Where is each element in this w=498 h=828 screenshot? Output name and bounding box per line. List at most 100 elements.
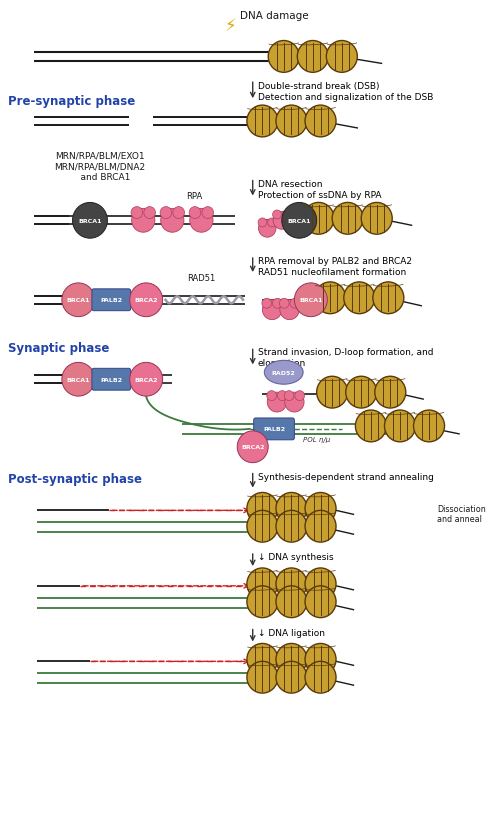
Text: DNA damage: DNA damage — [240, 11, 308, 21]
Circle shape — [247, 106, 278, 137]
Circle shape — [267, 391, 276, 401]
Text: RPA removal by PALB2 and BRCA2: RPA removal by PALB2 and BRCA2 — [257, 257, 411, 266]
Circle shape — [276, 586, 307, 618]
Circle shape — [277, 391, 287, 401]
Text: PALB2: PALB2 — [100, 298, 123, 303]
Circle shape — [295, 391, 305, 401]
Circle shape — [258, 219, 267, 228]
Circle shape — [272, 211, 281, 219]
Text: BRCA1: BRCA1 — [67, 378, 90, 383]
Text: POL η/μ: POL η/μ — [303, 436, 330, 442]
Circle shape — [247, 586, 278, 618]
Circle shape — [131, 209, 155, 233]
Text: BRCA1: BRCA1 — [67, 298, 90, 303]
Circle shape — [276, 511, 307, 542]
Circle shape — [373, 282, 404, 315]
Circle shape — [276, 643, 307, 676]
Text: BRCA1: BRCA1 — [78, 219, 102, 224]
Circle shape — [305, 643, 336, 676]
Circle shape — [161, 209, 184, 233]
Circle shape — [315, 282, 346, 315]
Circle shape — [285, 392, 304, 412]
Circle shape — [247, 568, 278, 600]
Circle shape — [258, 220, 276, 238]
Circle shape — [262, 301, 282, 320]
Circle shape — [276, 568, 307, 600]
Circle shape — [189, 207, 201, 219]
Circle shape — [62, 363, 95, 397]
Text: Post-synaptic phase: Post-synaptic phase — [7, 472, 141, 485]
Circle shape — [129, 363, 163, 397]
Circle shape — [305, 662, 336, 693]
Circle shape — [361, 203, 392, 235]
Circle shape — [297, 41, 328, 73]
Text: DNA resection: DNA resection — [257, 180, 322, 188]
Circle shape — [305, 568, 336, 600]
Circle shape — [356, 411, 386, 442]
Circle shape — [280, 301, 299, 320]
FancyBboxPatch shape — [253, 418, 294, 440]
Circle shape — [294, 283, 327, 317]
Text: BRCA1: BRCA1 — [287, 219, 311, 224]
Circle shape — [247, 493, 278, 525]
Text: BRCA1: BRCA1 — [299, 298, 323, 303]
Circle shape — [282, 211, 291, 219]
Text: ↓ DNA ligation: ↓ DNA ligation — [257, 628, 325, 637]
Text: RAD51: RAD51 — [187, 274, 216, 283]
Text: Strand invasion, D-loop formation, and: Strand invasion, D-loop formation, and — [257, 348, 433, 357]
Text: MRN/RPA/BLM/EXO1
MRN/RPA/BLM/DNA2
    and BRCA1: MRN/RPA/BLM/EXO1 MRN/RPA/BLM/DNA2 and BR… — [54, 152, 145, 181]
Circle shape — [131, 207, 142, 219]
Text: ⚡: ⚡ — [225, 17, 236, 35]
Circle shape — [375, 377, 406, 408]
Text: BRCA2: BRCA2 — [134, 298, 158, 303]
Text: PALB2: PALB2 — [263, 427, 285, 432]
Text: RAD52: RAD52 — [272, 370, 296, 375]
Text: BRCA2: BRCA2 — [134, 378, 158, 383]
Circle shape — [413, 411, 445, 442]
Circle shape — [202, 207, 214, 219]
Circle shape — [344, 282, 375, 315]
Circle shape — [190, 209, 213, 233]
Circle shape — [384, 411, 415, 442]
Text: Pre-synaptic phase: Pre-synaptic phase — [7, 95, 135, 108]
Circle shape — [129, 283, 163, 317]
Circle shape — [144, 207, 155, 219]
Text: Synthesis-dependent strand annealing: Synthesis-dependent strand annealing — [257, 472, 433, 481]
Circle shape — [273, 212, 290, 230]
Circle shape — [268, 219, 276, 228]
FancyBboxPatch shape — [92, 368, 130, 391]
Circle shape — [247, 662, 278, 693]
Text: ↓ DNA synthesis: ↓ DNA synthesis — [257, 552, 333, 561]
Circle shape — [305, 493, 336, 525]
Text: RAD51 nucleofilament formation: RAD51 nucleofilament formation — [257, 267, 406, 277]
Circle shape — [305, 586, 336, 618]
Text: elongation: elongation — [257, 359, 306, 368]
Circle shape — [268, 41, 299, 73]
Text: BRCA2: BRCA2 — [241, 445, 264, 450]
Circle shape — [237, 431, 268, 463]
Text: PALB2: PALB2 — [100, 378, 123, 383]
Circle shape — [282, 203, 317, 239]
Text: Dissociation
and anneal: Dissociation and anneal — [437, 504, 486, 523]
Circle shape — [303, 203, 334, 235]
Circle shape — [317, 377, 348, 408]
Circle shape — [326, 41, 358, 73]
Circle shape — [272, 299, 282, 309]
FancyBboxPatch shape — [92, 290, 130, 311]
Circle shape — [276, 493, 307, 525]
Circle shape — [276, 106, 307, 137]
Circle shape — [276, 662, 307, 693]
Circle shape — [332, 203, 363, 235]
Text: Synaptic phase: Synaptic phase — [7, 342, 109, 355]
Ellipse shape — [264, 361, 303, 385]
Text: Detection and signalization of the DSB: Detection and signalization of the DSB — [257, 93, 433, 102]
Circle shape — [279, 299, 289, 309]
Circle shape — [305, 106, 336, 137]
Circle shape — [290, 299, 300, 309]
Circle shape — [247, 643, 278, 676]
Text: RPA: RPA — [186, 192, 203, 200]
Circle shape — [262, 299, 271, 309]
Circle shape — [160, 207, 172, 219]
Text: Double-strand break (DSB): Double-strand break (DSB) — [257, 82, 379, 91]
Circle shape — [62, 283, 95, 317]
